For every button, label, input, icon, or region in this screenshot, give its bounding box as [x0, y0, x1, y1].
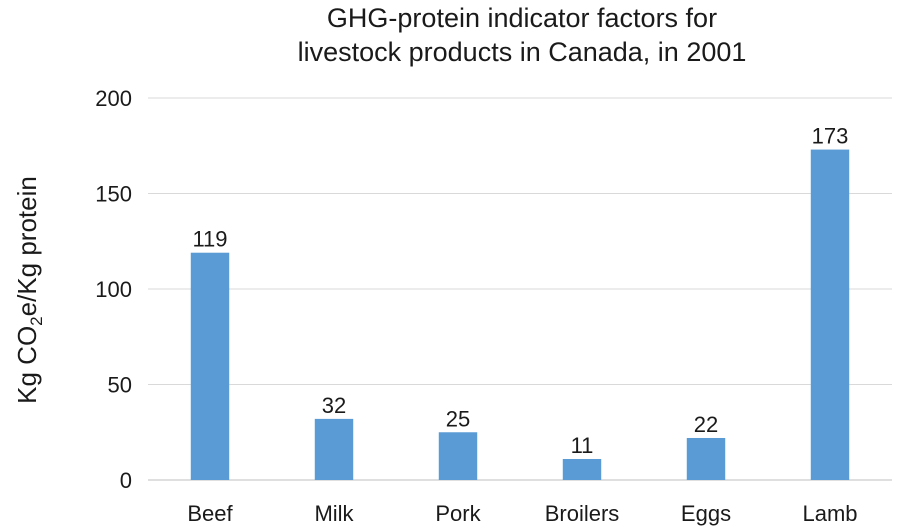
x-tick-label-broilers: Broilers: [545, 501, 620, 526]
bar-beef: [190, 252, 230, 480]
data-label-milk: 32: [322, 393, 346, 418]
data-label-beef: 119: [192, 227, 227, 252]
bar-broilers: [562, 458, 602, 480]
x-axis-categories: Beef Milk Pork Broilers Eggs Lamb: [187, 501, 857, 526]
x-tick-label-eggs: Eggs: [681, 501, 731, 526]
data-label-pork: 25: [446, 406, 470, 431]
y-axis-label-part-1: Kg CO: [12, 326, 42, 404]
data-label-broilers: 11: [571, 433, 594, 458]
bar-pork: [438, 432, 478, 480]
bar-lamb: [810, 149, 850, 480]
bars: [190, 149, 850, 480]
chart-title-line-1: GHG-protein indicator factors for: [327, 3, 717, 33]
x-tick-label-lamb: Lamb: [802, 501, 857, 526]
data-labels: 119 32 25 11 22 173: [192, 124, 848, 458]
y-axis-label: Kg CO2e/Kg protein: [12, 176, 46, 404]
y-axis-label-part-2: e/Kg protein: [12, 176, 42, 316]
data-label-lamb: 173: [812, 124, 849, 149]
y-axis-ticks: 0 50 100 150 200: [95, 86, 132, 493]
x-tick-label-pork: Pork: [435, 501, 481, 526]
y-tick-label: 100: [95, 277, 132, 302]
y-tick-label: 50: [108, 373, 132, 398]
x-tick-label-beef: Beef: [187, 501, 233, 526]
y-axis-label-subscript: 2: [27, 316, 46, 325]
x-tick-label-milk: Milk: [314, 501, 354, 526]
gridlines: [148, 97, 892, 385]
y-tick-label: 150: [95, 182, 132, 207]
y-tick-label: 200: [95, 86, 132, 111]
data-label-eggs: 22: [694, 412, 718, 437]
bar-eggs: [686, 437, 726, 480]
bar-milk: [314, 418, 354, 480]
y-tick-label: 0: [120, 468, 132, 493]
chart-title-line-2: livestock products in Canada, in 2001: [298, 37, 747, 67]
